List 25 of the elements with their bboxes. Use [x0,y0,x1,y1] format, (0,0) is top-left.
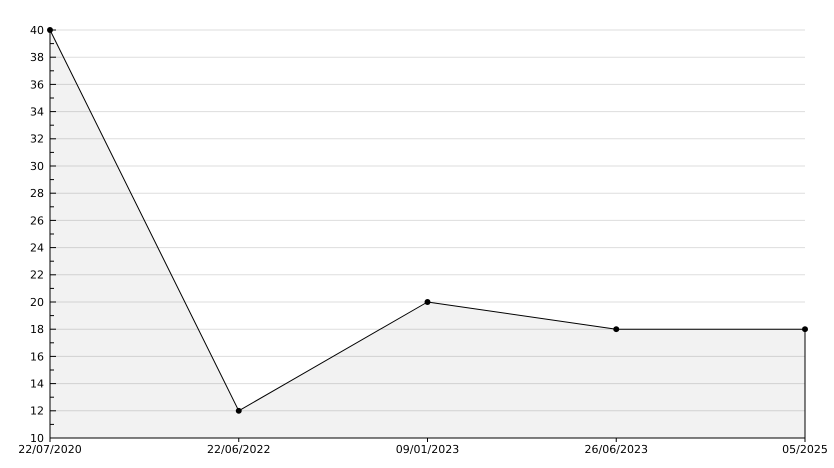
y-tick-label: 24 [30,241,44,254]
y-tick-label: 22 [30,268,44,282]
y-tick-label: 30 [30,160,44,173]
point [613,326,620,332]
y-tick-label: 20 [30,296,44,309]
y-tick-label: 12 [30,404,44,418]
x-tick-label: 09/01/2023 [396,443,460,456]
y-tick-label: 40 [30,24,44,37]
point [802,326,808,332]
x-tick-label: 22/06/2022 [207,443,270,456]
y-tick-label: 18 [30,323,44,336]
x-tick-label: 26/06/2023 [584,443,648,456]
y-tick-label: 16 [30,350,44,364]
point [424,299,430,305]
y-tick-label: 10 [30,432,44,445]
y-tick-label: 34 [30,105,44,118]
y-tick-label: 36 [30,78,44,92]
y-tick-label: 38 [30,51,44,64]
y-tick-label: 26 [30,214,44,228]
y-tick-label: 32 [30,132,44,146]
y-tick-label: 28 [30,187,44,200]
x-tick-label: 05/2025 [782,443,828,456]
point [236,408,242,414]
x-tick-label: 22/07/2020 [18,443,82,456]
y-tick-label: 14 [30,377,44,390]
